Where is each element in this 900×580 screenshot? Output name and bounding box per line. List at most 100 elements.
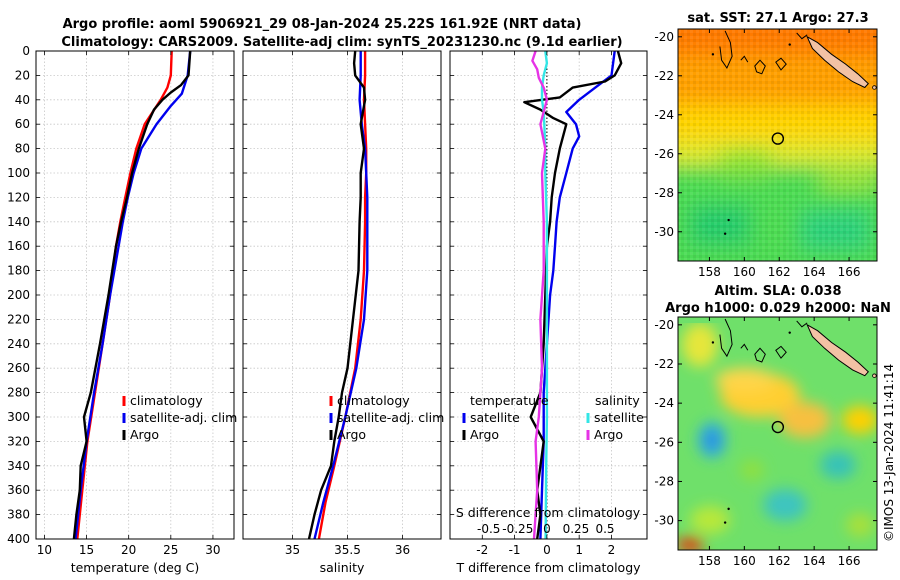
depth-tick-label: 140 [7,215,30,229]
legend-label: Argo [470,427,499,442]
depth-tick-label: 60 [15,117,30,131]
argo-location-marker [771,420,785,434]
sst-land [711,30,877,235]
x-tick-label: 0 [543,543,551,557]
map-x-tick-label: 160 [733,554,756,568]
depth-tick-label: 300 [7,410,30,424]
legend-label: satellite-adj. clim [337,410,444,425]
x-tick-label: 35 [285,543,300,557]
depth-tick-label: 340 [7,459,30,473]
reef-contour [796,320,808,328]
map-x-tick-label: 162 [768,554,791,568]
map-x-tick-label: 164 [803,554,826,568]
map-y-tick-label: -24 [654,108,674,122]
x-tick-label: 2 [608,543,616,557]
sla-map-title-line1: Altim. SLA: 0.038 [715,284,842,299]
depth-tick-label: 360 [7,483,30,497]
map-y-tick-label: -26 [654,147,674,161]
map-frame [677,316,878,551]
reef-contour [796,32,808,40]
legend-label: Argo [594,427,623,442]
reef-contour [740,343,749,351]
x-tick-label: -2 [476,543,488,557]
x-tick-label: 36 [395,543,410,557]
legend-heading-salinity: salinity [595,393,640,408]
temperature-panel: 10 15 20 25 30 temperature (deg C) 0 20 40 60 80 10… [7,44,237,575]
legend-label: Argo [337,427,366,442]
depth-tick-label: 100 [7,166,30,180]
sla-map-title-line2: Argo h1000: 0.029 h2000: NaN [665,301,891,316]
sst-map [678,29,877,261]
depth-tick-label: 400 [7,532,30,546]
legend-label: satellite [594,410,644,425]
reef-dot [723,232,727,235]
reef-dot [711,53,715,56]
difference-panel: -2 -1 0 1 2 T difference from climatology -0.5… [449,50,648,575]
sla-land [711,318,877,524]
map-frame [677,28,878,262]
x-axis-label: T difference from climatology [455,560,641,575]
depth-tick-label: 20 [15,68,30,82]
s-diff-tick-label: -0.25 [502,522,533,536]
legend-label: satellite-adj. clim [130,410,237,425]
island-land [872,85,877,90]
s-difference-axis-label: S difference from climatology [456,505,641,520]
map-y-tick-label: -26 [654,435,674,449]
depth-tick-label: 380 [7,508,30,522]
legend-label: climatology [337,393,410,408]
x-tick-label: 30 [205,543,220,557]
figure-title-line2: Climatology: CARS2009. Satellite-adj cli… [61,35,622,50]
reef-contour [775,57,787,71]
reef-contour [740,55,749,63]
s-diff-tick-label: 0.25 [563,522,590,536]
x-tick-label: 10 [37,543,52,557]
depth-tick-label: 200 [7,288,30,302]
sla-map-axes: 158 160 162 164 166 -20 -22 -24 -26 -28 -30 [654,316,878,568]
map-y-tick-label: -22 [654,357,674,371]
reef-dot [727,218,730,222]
series-line-salinity-argo [531,51,549,539]
x-tick-label: 20 [121,543,136,557]
s-diff-tick-label: 0 [543,522,551,536]
depth-tick-label: 320 [7,434,30,448]
reef-dot [711,341,715,344]
map-y-tick-label: -24 [654,396,674,410]
map-y-tick-label: -28 [654,186,674,200]
depth-tick-label: 220 [7,312,30,326]
depth-tick-label: 160 [7,239,30,253]
map-x-tick-label: 160 [733,265,756,279]
map-x-tick-label: 162 [768,265,791,279]
reef-dot [723,521,727,524]
series-group [72,51,192,539]
reef-contour [754,347,766,363]
map-y-tick-label: -28 [654,474,674,488]
island-land [872,373,877,378]
series-group [523,51,623,539]
reef-contour [754,59,766,75]
series-line-satellite-adj-clim [313,51,369,539]
depth-tick-label: 120 [7,190,30,204]
depth-tick-label: 80 [15,142,30,156]
reef-contour [775,345,787,359]
s-diff-tick-label: -0.5 [477,522,500,536]
imos-credit: ©IMOS 13-Jan-2024 11:41:14 [882,364,896,542]
map-y-tick-label: -20 [654,318,674,332]
depth-tick-label: 40 [15,93,30,107]
depth-tick-label: 0 [22,44,30,58]
sla-map [678,317,877,550]
series-line-temperature-argo [523,51,623,539]
reef-dot [727,507,730,511]
map-x-tick-label: 158 [698,554,721,568]
map-x-tick-label: 166 [838,554,861,568]
figure-title-line1: Argo profile: aoml 5906921_29 08-Jan-202… [63,17,582,32]
legend-label: climatology [130,393,203,408]
new-caledonia-land [806,35,869,89]
map-y-tick-label: -22 [654,69,674,83]
sst-map-title: sat. SST: 27.1 Argo: 27.3 [687,11,868,26]
series-line-satellite-adj-clim [74,51,192,539]
series-line-argo [72,51,192,539]
series-line-temperature-satellite [539,51,616,539]
x-axis-label: salinity [320,560,365,575]
sla-field [678,323,877,550]
salinity-panel: 35 35.5 36 salinity climatology satellite-adj… [242,50,444,575]
